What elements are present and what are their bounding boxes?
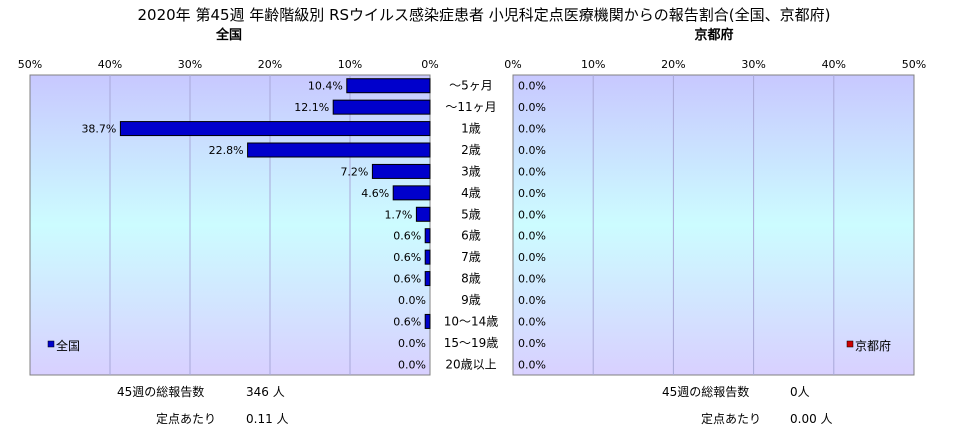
left-bar (424, 313, 431, 329)
right-per-value: 0.00 人 (790, 412, 833, 426)
right-value-label: 0.0% (518, 187, 546, 200)
right-value-label: 0.0% (518, 337, 546, 350)
right-value-label: 0.0% (518, 273, 546, 286)
right-value-label: 0.0% (518, 358, 546, 371)
category-label: 8歳 (461, 272, 481, 286)
right-tick-label: 40% (822, 58, 846, 71)
right-value-label: 0.0% (518, 230, 546, 243)
category-label: 2歳 (461, 143, 481, 157)
left-value-label: 0.6% (393, 315, 421, 328)
right-value-label: 0.0% (518, 294, 546, 307)
left-tick-label: 10% (338, 58, 362, 71)
left-bar (424, 271, 431, 287)
right-tick-label: 10% (581, 58, 605, 71)
category-label: 3歳 (461, 164, 481, 178)
left-bar (392, 185, 431, 201)
left-bar (346, 78, 431, 94)
left-bar (119, 121, 431, 137)
left-total-value: 346 人 (246, 385, 285, 399)
category-label: 20歳以上 (445, 357, 496, 371)
right-value-label: 0.0% (518, 80, 546, 93)
left-value-label: 10.4% (308, 80, 343, 93)
right-value-label: 0.0% (518, 101, 546, 114)
left-value-label: 0.0% (398, 358, 426, 371)
left-per-value: 0.11 人 (246, 412, 289, 426)
left-bar (371, 163, 431, 179)
right-legend-label: 京都府 (855, 338, 891, 353)
right-value-label: 0.0% (518, 208, 546, 221)
left-bar (332, 99, 431, 115)
left-value-label: 0.6% (393, 251, 421, 264)
left-value-label: 7.2% (340, 165, 368, 178)
category-label: 10～14歳 (444, 314, 499, 328)
left-total-label: 45週の総報告数 (117, 385, 205, 399)
category-label: 1歳 (461, 122, 481, 136)
right-total-value: 0人 (790, 385, 810, 399)
left-value-label: 0.6% (393, 273, 421, 286)
left-legend-swatch (47, 340, 55, 348)
left-plot-area (29, 74, 431, 376)
right-legend-swatch (846, 340, 854, 348)
right-tick-label: 20% (661, 58, 685, 71)
right-tick-label: 50% (902, 58, 926, 71)
left-panel-title: 全国 (215, 28, 242, 43)
right-per-label: 定点あたり (701, 412, 762, 426)
category-label: 5歳 (461, 207, 481, 221)
left-value-label: 1.7% (384, 208, 412, 221)
right-plot-area (512, 74, 915, 376)
left-bar (424, 249, 431, 265)
category-label: ～5ヶ月 (449, 79, 493, 93)
left-per-label: 定点あたり (156, 412, 217, 426)
category-label: 9歳 (461, 293, 481, 307)
left-value-label: 0.0% (398, 337, 426, 350)
right-value-label: 0.0% (518, 165, 546, 178)
right-total-label: 45週の総報告数 (662, 385, 750, 399)
left-value-label: 0.0% (398, 294, 426, 307)
left-value-label: 22.8% (209, 144, 244, 157)
left-tick-label: 20% (258, 58, 282, 71)
category-label: 4歳 (461, 186, 481, 200)
left-legend-label: 全国 (56, 338, 80, 353)
left-value-label: 0.6% (393, 230, 421, 243)
category-label: 6歳 (461, 229, 481, 243)
right-tick-label: 30% (741, 58, 765, 71)
left-bar (247, 142, 431, 158)
chart-title: 2020年 第45週 年齢階級別 RSウイルス感染症患者 小児科定点医療機関から… (137, 6, 831, 24)
left-tick-label: 30% (178, 58, 202, 71)
right-value-label: 0.0% (518, 315, 546, 328)
left-bar (415, 206, 431, 222)
right-value-label: 0.0% (518, 251, 546, 264)
category-label: 7歳 (461, 250, 481, 264)
left-tick-label: 50% (18, 58, 42, 71)
category-label: ～11ヶ月 (445, 100, 496, 114)
right-value-label: 0.0% (518, 123, 546, 136)
left-value-label: 38.7% (81, 123, 116, 136)
left-value-label: 4.6% (361, 187, 389, 200)
right-value-label: 0.0% (518, 144, 546, 157)
left-value-label: 12.1% (294, 101, 329, 114)
right-tick-label: 0% (504, 58, 521, 71)
left-tick-label: 0% (421, 58, 438, 71)
left-bar (424, 228, 431, 244)
left-tick-label: 40% (98, 58, 122, 71)
right-panel-title: 京都府 (694, 28, 734, 43)
category-label: 15～19歳 (444, 336, 499, 350)
